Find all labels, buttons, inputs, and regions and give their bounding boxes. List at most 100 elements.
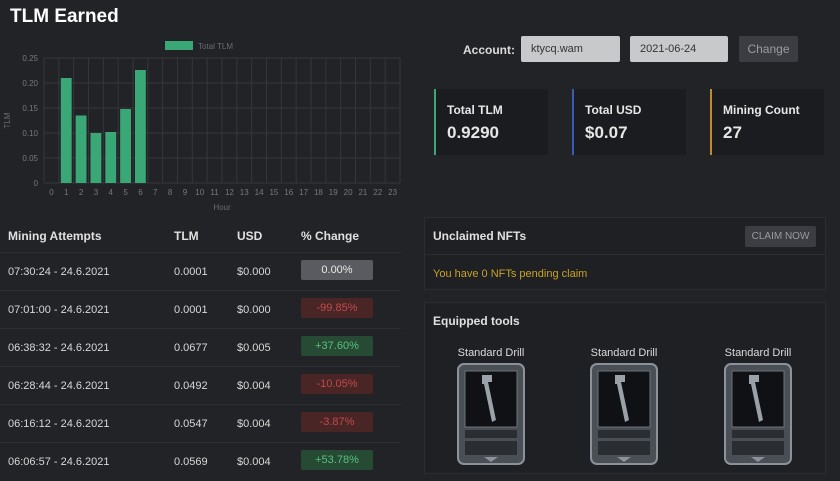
account-label: Account: xyxy=(463,43,515,57)
y-tick-label: 0.25 xyxy=(22,54,38,63)
y-axis-label: TLM xyxy=(3,112,12,128)
table-header: Mining Attempts TLM USD % Change xyxy=(0,218,401,252)
legend-label: Total TLM xyxy=(198,42,233,51)
x-tick-label: 7 xyxy=(153,188,158,197)
tool-name: Standard Drill xyxy=(457,347,525,359)
attempt-tlm: 0.0001 xyxy=(174,266,208,278)
tool-name: Standard Drill xyxy=(590,347,658,359)
attempt-tlm: 0.0677 xyxy=(174,342,208,354)
bar-hour-5 xyxy=(120,109,131,183)
date-input[interactable] xyxy=(630,36,728,62)
x-tick-label: 3 xyxy=(94,188,99,197)
attempt-usd: $0.004 xyxy=(237,418,271,430)
table-row: 06:16:12 - 24.6.2021 0.0547 $0.004 -3.87… xyxy=(0,404,401,443)
attempt-time: 06:16:12 - 24.6.2021 xyxy=(8,418,110,430)
claim-now-button[interactable]: CLAIM NOW xyxy=(745,226,816,247)
change-badge: -10.05% xyxy=(301,374,373,394)
bar-hour-3 xyxy=(90,133,102,183)
total-usd-label: Total USD xyxy=(585,103,642,117)
x-tick-label: 22 xyxy=(373,188,382,197)
x-tick-label: 20 xyxy=(344,188,353,197)
change-badge: +37.60% xyxy=(301,336,373,356)
change-badge: -3.87% xyxy=(301,412,373,432)
attempt-time: 07:30:24 - 24.6.2021 xyxy=(8,266,110,278)
x-tick-label: 12 xyxy=(225,188,234,197)
y-tick-label: 0.10 xyxy=(22,129,38,138)
x-tick-label: 6 xyxy=(138,188,143,197)
drill-icon xyxy=(457,363,525,465)
change-badge: -99.85% xyxy=(301,298,373,318)
table-row: 07:30:24 - 24.6.2021 0.0001 $0.000 0.00% xyxy=(0,252,401,291)
x-tick-label: 18 xyxy=(314,188,323,197)
attempt-time: 06:38:32 - 24.6.2021 xyxy=(8,342,110,354)
page-title: TLM Earned xyxy=(10,6,119,27)
x-tick-label: 21 xyxy=(358,188,367,197)
tool-card[interactable]: Standard Drill xyxy=(579,347,669,466)
total-tlm-card: Total TLM 0.9290 xyxy=(434,89,548,155)
attempt-tlm: 0.0492 xyxy=(174,380,208,392)
attempt-tlm: 0.0569 xyxy=(174,456,208,468)
drill-icon xyxy=(724,363,792,465)
total-tlm-label: Total TLM xyxy=(447,103,503,117)
table-row: 07:01:00 - 24.6.2021 0.0001 $0.000 -99.8… xyxy=(0,290,401,329)
bar-hour-1 xyxy=(60,78,72,183)
pending-claim-text: You have 0 NFTs pending claim xyxy=(433,268,588,280)
x-tick-label: 5 xyxy=(123,188,128,197)
table-row: 06:38:32 - 24.6.2021 0.0677 $0.005 +37.6… xyxy=(0,328,401,367)
attempt-usd: $0.000 xyxy=(237,266,271,278)
x-tick-label: 2 xyxy=(79,188,84,197)
x-tick-label: 9 xyxy=(183,188,188,197)
equipped-tools-title: Equipped tools xyxy=(433,314,520,328)
x-tick-label: 14 xyxy=(255,188,264,197)
x-tick-label: 10 xyxy=(195,188,204,197)
account-input[interactable] xyxy=(521,36,620,62)
attempt-time: 07:01:00 - 24.6.2021 xyxy=(8,304,110,316)
mining-count-card: Mining Count 27 xyxy=(710,89,824,155)
table-row: 06:28:44 - 24.6.2021 0.0492 $0.004 -10.0… xyxy=(0,366,401,405)
panel-divider xyxy=(424,254,826,255)
unclaimed-nfts-title: Unclaimed NFTs xyxy=(433,229,527,243)
x-tick-label: 8 xyxy=(168,188,173,197)
bar-hour-6 xyxy=(135,70,146,183)
attempt-tlm: 0.0547 xyxy=(174,418,208,430)
attempt-usd: $0.000 xyxy=(237,304,271,316)
x-tick-label: 23 xyxy=(388,188,397,197)
y-tick-label: 0.05 xyxy=(22,154,38,163)
x-tick-label: 17 xyxy=(299,188,308,197)
column-header-attempts: Mining Attempts xyxy=(8,229,102,243)
total-usd-card: Total USD $0.07 xyxy=(572,89,686,155)
change-badge: 0.00% xyxy=(301,260,373,280)
x-tick-label: 16 xyxy=(284,188,293,197)
x-tick-label: 0 xyxy=(49,188,54,197)
tool-name: Standard Drill xyxy=(724,347,792,359)
column-header-usd: USD xyxy=(237,229,263,243)
x-tick-label: 1 xyxy=(64,188,69,197)
attempt-time: 06:06:57 - 24.6.2021 xyxy=(8,456,110,468)
column-header-change: % Change xyxy=(301,229,360,243)
y-tick-label: 0 xyxy=(34,179,39,188)
drill-icon xyxy=(590,363,658,465)
x-tick-label: 13 xyxy=(240,188,249,197)
tool-card[interactable]: Standard Drill xyxy=(713,347,803,466)
tool-card[interactable]: Standard Drill xyxy=(446,347,536,466)
x-tick-label: 19 xyxy=(329,188,338,197)
total-tlm-value: 0.9290 xyxy=(447,123,499,142)
attempt-usd: $0.004 xyxy=(237,380,271,392)
attempt-usd: $0.005 xyxy=(237,342,271,354)
legend-swatch xyxy=(165,41,193,50)
mining-count-label: Mining Count xyxy=(723,103,800,117)
attempt-time: 06:28:44 - 24.6.2021 xyxy=(8,380,110,392)
change-badge: +53.78% xyxy=(301,450,373,470)
x-tick-label: 4 xyxy=(109,188,114,197)
column-header-tlm: TLM xyxy=(174,229,199,243)
bar-hour-4 xyxy=(105,132,117,183)
bar-hour-2 xyxy=(75,115,87,183)
total-usd-value: $0.07 xyxy=(585,123,628,142)
mining-count-value: 27 xyxy=(723,123,742,142)
attempt-usd: $0.004 xyxy=(237,456,271,468)
x-tick-label: 11 xyxy=(210,188,219,197)
table-row: 06:06:57 - 24.6.2021 0.0569 $0.004 +53.7… xyxy=(0,442,401,481)
attempt-tlm: 0.0001 xyxy=(174,304,208,316)
y-tick-label: 0.20 xyxy=(22,79,38,88)
change-button[interactable]: Change xyxy=(739,36,798,62)
